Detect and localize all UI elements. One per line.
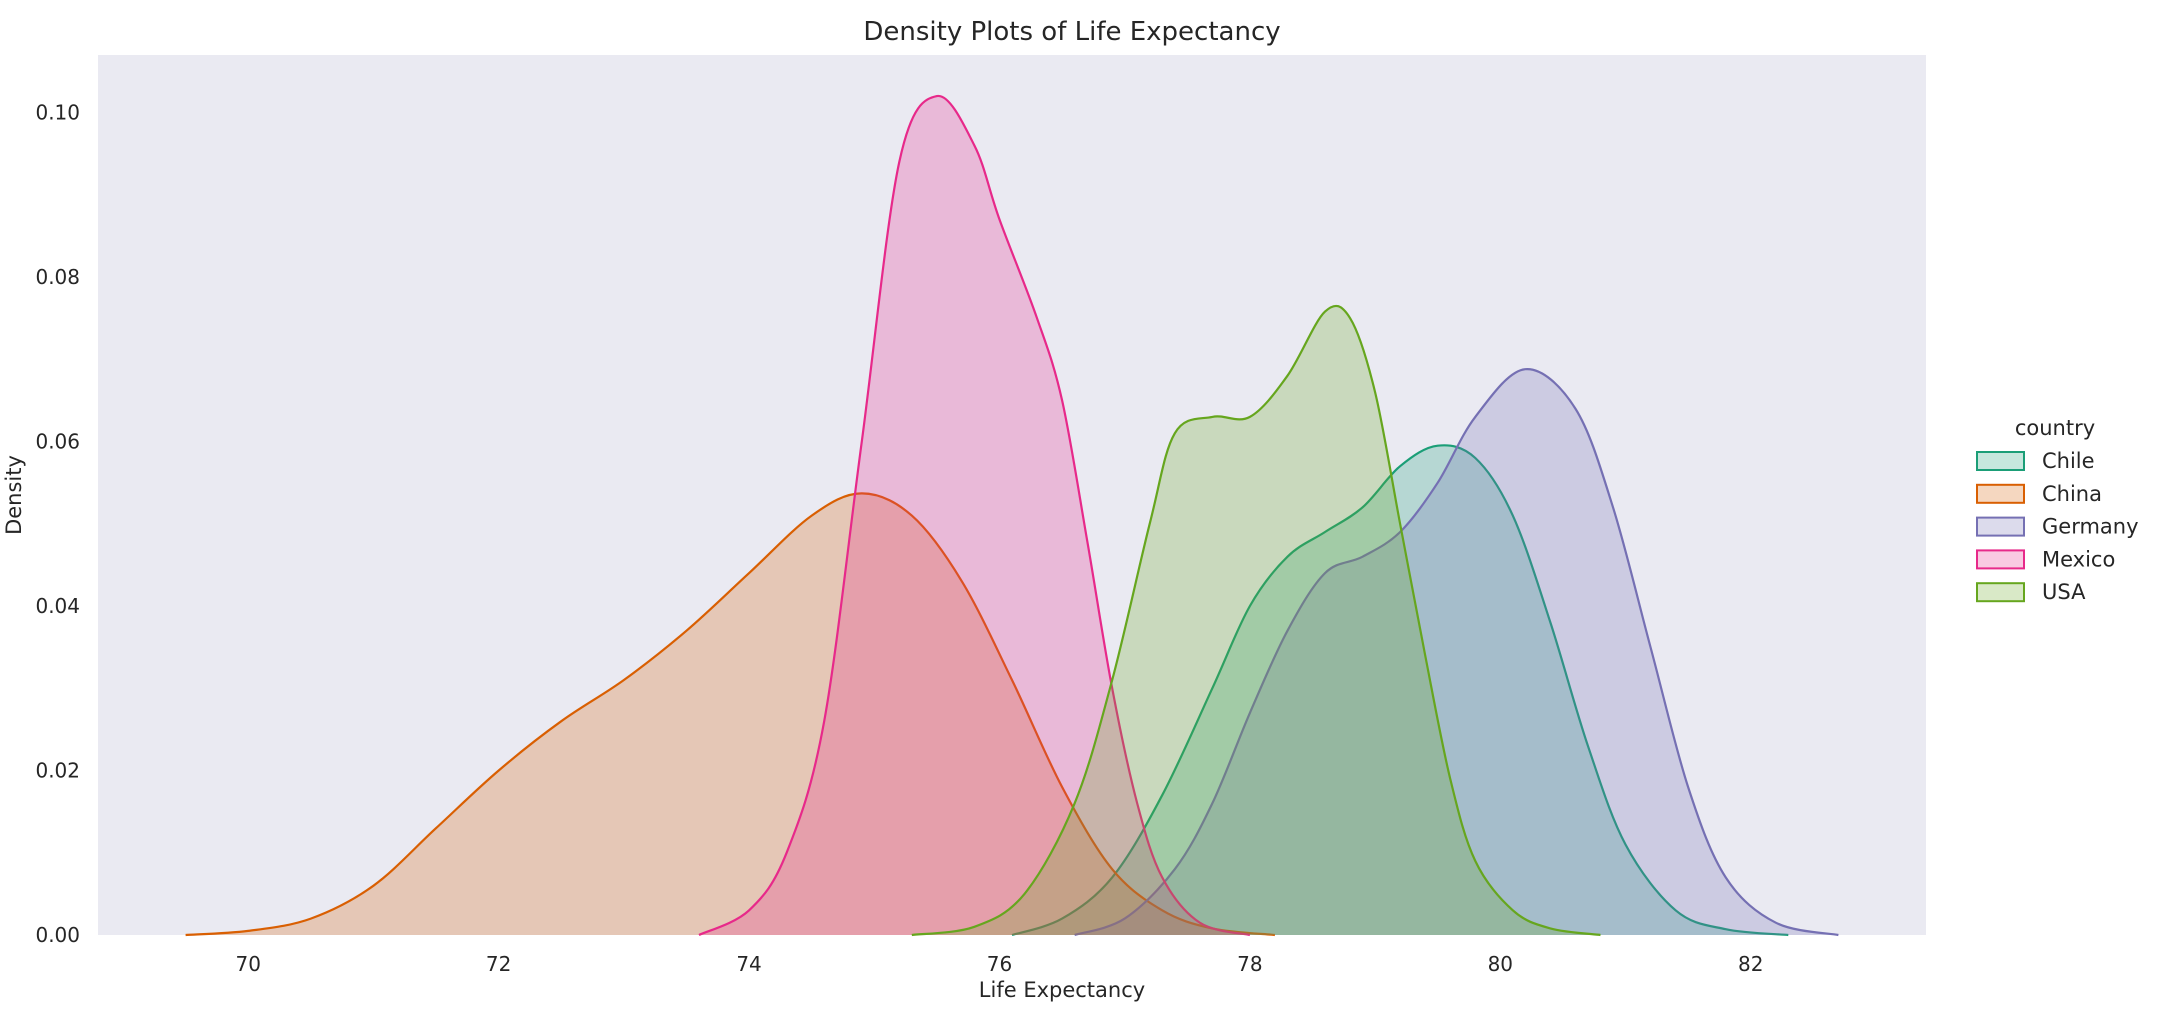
density-line-china: [185, 492, 1276, 937]
legend-swatch-germany: [1976, 516, 2025, 537]
legend-label-usa: USA: [2042, 580, 2086, 604]
legend-swatch-mexico: [1976, 549, 2025, 570]
density-area-mexico: [699, 95, 1250, 935]
legend-label-germany: Germany: [2042, 515, 2139, 539]
x-axis-label: Life Expectancy: [979, 978, 1145, 1002]
x-tick-label: 76: [987, 952, 1012, 976]
legend-items: Chile China Germany Mexico USA: [1976, 449, 2139, 604]
legend-title: country: [2015, 416, 2095, 440]
density-line-mexico: [698, 94, 1251, 937]
legend-label-china: China: [2042, 482, 2102, 506]
y-tick-label: 0.00: [35, 923, 80, 947]
density-area-usa: [911, 305, 1601, 935]
x-tick-label: 72: [486, 952, 511, 976]
x-tick-label: 80: [1488, 952, 1513, 976]
x-tick-label: 82: [1738, 952, 1763, 976]
y-tick-label: 0.06: [35, 430, 80, 454]
chart-title: Density Plots of Life Expectancy: [863, 17, 1280, 47]
legend-swatch-china: [1976, 483, 2025, 504]
y-tick-label: 0.04: [35, 594, 80, 618]
density-area-germany: [1074, 369, 1839, 935]
x-tick-label: 70: [236, 952, 261, 976]
legend-label-mexico: Mexico: [2042, 547, 2115, 571]
x-axis-ticks: 70 72 74 76 78 80 82: [236, 952, 1764, 976]
density-line-germany: [1074, 368, 1839, 937]
density-line-chile: [1011, 444, 1789, 937]
y-tick-label: 0.08: [35, 265, 80, 289]
legend: country Chile China Germany Mexico USA: [1976, 416, 2139, 604]
plot-area: [98, 55, 1926, 935]
x-tick-label: 74: [736, 952, 761, 976]
y-axis-ticks: 0.00 0.02 0.04 0.06 0.08 0.10: [35, 101, 80, 947]
legend-swatch-usa: [1976, 582, 2025, 603]
density-areas: [185, 94, 1839, 937]
legend-swatch-chile: [1976, 451, 2025, 471]
density-line-usa: [911, 304, 1601, 937]
density-area-chile: [1012, 445, 1789, 935]
x-tick-label: 78: [1237, 952, 1262, 976]
legend-label-chile: Chile: [2042, 449, 2095, 473]
y-tick-label: 0.10: [35, 101, 80, 125]
y-tick-label: 0.02: [35, 759, 80, 783]
density-area-china: [185, 493, 1275, 935]
y-axis-label: Density: [2, 455, 26, 535]
